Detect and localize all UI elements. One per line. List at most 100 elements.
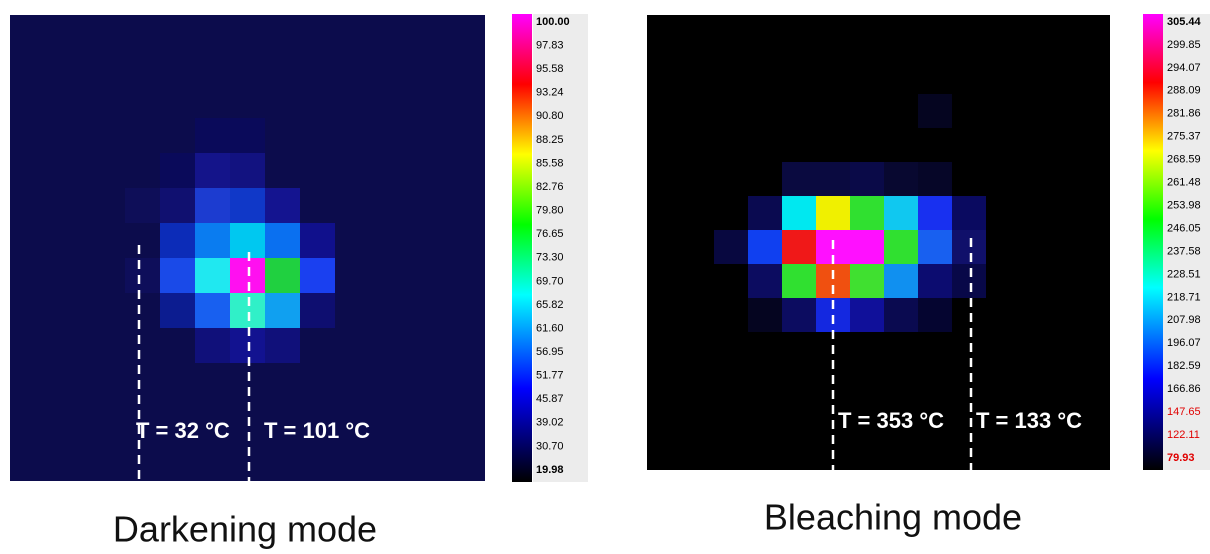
- scale-label: 218.71: [1167, 291, 1201, 303]
- heat-pixel: [952, 230, 986, 264]
- scale-label: 73.30: [536, 252, 564, 264]
- heat-pixel: [230, 223, 265, 258]
- heat-pixel: [884, 264, 918, 298]
- heat-pixel: [884, 162, 918, 196]
- scale-label: 90.80: [536, 110, 564, 122]
- scale-label: 275.37: [1167, 131, 1201, 143]
- scale-label: 268.59: [1167, 154, 1201, 166]
- scale-label: 30.70: [536, 440, 564, 452]
- scale-label: 95.58: [536, 63, 564, 75]
- scale-label: 228.51: [1167, 268, 1201, 280]
- heat-pixel: [782, 196, 816, 230]
- scale-label: 299.85: [1167, 39, 1201, 51]
- scale-label: 237.58: [1167, 245, 1201, 257]
- heat-pixel: [918, 230, 952, 264]
- scale-label: 39.02: [536, 417, 564, 429]
- heat-pixel: [230, 188, 265, 223]
- scale-label: 69.70: [536, 275, 564, 287]
- temperature-annotation: T = 133 °C: [976, 408, 1082, 433]
- heat-pixel: [265, 293, 300, 328]
- temperature-annotation: T = 101 °C: [264, 418, 370, 443]
- heat-pixel: [160, 153, 195, 188]
- scale-label: 253.98: [1167, 199, 1201, 211]
- heat-pixel: [230, 258, 265, 293]
- heat-pixel: [884, 298, 918, 332]
- heat-pixel: [265, 223, 300, 258]
- scale-label: 79.80: [536, 205, 564, 217]
- heat-pixel: [195, 258, 230, 293]
- caption: Bleaching mode: [764, 497, 1022, 538]
- heat-pixel: [195, 188, 230, 223]
- scale-label: 97.83: [536, 39, 564, 51]
- scale-label: 305.44: [1167, 16, 1202, 28]
- heat-pixel: [850, 196, 884, 230]
- heat-pixel: [850, 162, 884, 196]
- scale-label: 100.00: [536, 16, 570, 28]
- heat-pixel: [782, 264, 816, 298]
- heat-pixel: [850, 230, 884, 264]
- heat-pixel: [850, 298, 884, 332]
- scale-label: 76.65: [536, 228, 564, 240]
- figure: 100.0097.8395.5893.2490.8088.2585.5882.7…: [0, 0, 1210, 554]
- heat-pixel: [265, 328, 300, 363]
- heat-pixel: [918, 94, 952, 128]
- scale-label: 196.07: [1167, 337, 1201, 349]
- heat-pixel: [884, 196, 918, 230]
- heat-pixel: [195, 118, 230, 153]
- heat-pixel: [160, 258, 195, 293]
- heat-pixel: [850, 264, 884, 298]
- heat-pixel: [300, 223, 335, 258]
- heat-pixel: [230, 153, 265, 188]
- heat-pixel: [782, 162, 816, 196]
- heat-pixel: [195, 328, 230, 363]
- heat-pixel: [884, 230, 918, 264]
- heat-pixel: [918, 298, 952, 332]
- colorbar: [1143, 14, 1163, 470]
- heat-pixel: [265, 258, 300, 293]
- heat-pixel: [952, 196, 986, 230]
- scale-label: 122.11: [1167, 429, 1200, 441]
- scale-label: 61.60: [536, 322, 564, 334]
- heat-pixel: [300, 258, 335, 293]
- scale-label: 93.24: [536, 87, 564, 99]
- heat-pixel: [160, 293, 195, 328]
- heat-pixel: [160, 188, 195, 223]
- heat-pixel: [300, 293, 335, 328]
- heat-pixel: [816, 196, 850, 230]
- heat-pixel: [782, 230, 816, 264]
- heat-pixel: [918, 196, 952, 230]
- scale-panel: [533, 14, 588, 482]
- heat-pixel: [748, 196, 782, 230]
- scale-label: 294.07: [1167, 62, 1201, 74]
- scale-label: 45.87: [536, 393, 564, 405]
- heat-pixel: [265, 188, 300, 223]
- heat-pixel: [230, 328, 265, 363]
- figure-canvas: 100.0097.8395.5893.2490.8088.2585.5882.7…: [0, 0, 1210, 554]
- scale-label: 246.05: [1167, 222, 1201, 234]
- heat-pixel: [195, 293, 230, 328]
- heat-pixel: [230, 293, 265, 328]
- colorbar: [512, 14, 532, 482]
- scale-label: 182.59: [1167, 360, 1201, 372]
- heat-pixel: [160, 223, 195, 258]
- heat-pixel: [748, 264, 782, 298]
- heat-pixel: [918, 264, 952, 298]
- scale-panel: [1163, 14, 1210, 470]
- heat-pixel: [782, 298, 816, 332]
- scale-label: 261.48: [1167, 177, 1201, 189]
- scale-label: 166.86: [1167, 383, 1201, 395]
- scale-label: 207.98: [1167, 314, 1201, 326]
- temperature-annotation: T = 353 °C: [838, 408, 944, 433]
- heat-pixel: [952, 264, 986, 298]
- heat-pixel: [195, 153, 230, 188]
- scale-label: 85.58: [536, 157, 564, 169]
- temperature-annotation: T = 32 °C: [136, 418, 230, 443]
- heat-pixel: [714, 230, 748, 264]
- scale-label: 19.98: [536, 464, 564, 476]
- scale-label: 88.25: [536, 134, 564, 146]
- heat-pixel: [195, 223, 230, 258]
- heat-pixel: [918, 162, 952, 196]
- heat-pixel: [748, 230, 782, 264]
- heat-pixel: [748, 298, 782, 332]
- scale-label: 281.86: [1167, 108, 1201, 120]
